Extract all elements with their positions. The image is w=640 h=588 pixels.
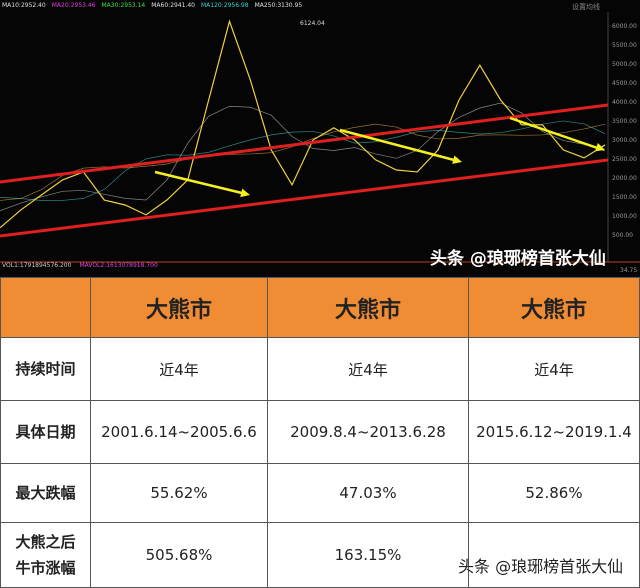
y-tick-label: 500.00 (612, 232, 633, 239)
table-row: 大熊之后 牛市涨幅 505.68% 163.15% (0, 522, 640, 588)
ma-settings-button[interactable]: 设置均线 (572, 3, 600, 11)
table-row: 最大跌幅 55.62% 47.03% 52.86% (0, 463, 640, 523)
ma-item: MA10:2952.40 (2, 2, 46, 9)
table-cell: 55.62% (90, 463, 268, 523)
row-label: 大熊之后 牛市涨幅 (0, 522, 91, 588)
table-cell: 163.15% (267, 522, 469, 588)
table-cell: 近4年 (90, 337, 268, 401)
y-tick-label: 6000.00 (612, 23, 637, 30)
mavol-label: MAVOL2:1613078918.700 (79, 262, 158, 269)
ma-legend: MA10:2952.40 MA20:2953.46 MA30:2953.14 MA60… (2, 2, 308, 9)
table-cell: 2009.8.4~2013.6.28 (267, 400, 469, 464)
y-tick-label: 3500.00 (612, 118, 637, 125)
header-cell: 大熊市 (90, 277, 268, 338)
table-row: 持续时间 近4年 近4年 近4年 (0, 337, 640, 401)
arrow-head-icon (595, 143, 605, 152)
trend-arrow (339, 128, 457, 162)
trend-arrow (509, 116, 600, 150)
table-cell (468, 522, 640, 588)
ma-item: MA20:2953.46 (51, 2, 96, 9)
table-cell: 2001.6.14~2005.6.6 (90, 400, 268, 464)
bear-market-table: 大熊市 大熊市 大熊市 持续时间 近4年 近4年 近4年 具体日期 2001.6.14~2… (0, 277, 640, 588)
y-tick-label: 5500.00 (612, 42, 637, 49)
ma-item: MA250:3130.95 (254, 2, 303, 9)
row-label: 最大跌幅 (0, 463, 91, 523)
ma-item: MA60:2941.40 (151, 2, 195, 9)
table-cell: 47.03% (267, 463, 469, 523)
y-tick-label: 1500.00 (612, 194, 637, 201)
ma-item: MA30:2953.14 (101, 2, 146, 9)
watermark-bottom: 头条 @琅琊榜首张大仙 (458, 557, 624, 576)
ma-line (0, 120, 606, 201)
y-tick-label: 2500.00 (612, 156, 637, 163)
arrow-head-icon (452, 155, 462, 164)
vol-label: VOL1:1791894576.200 (2, 262, 72, 269)
ma-item: MA120:2956.98 (201, 2, 249, 9)
y-tick-label: 5000.00 (612, 61, 637, 68)
y-tick-label: 4500.00 (612, 80, 637, 87)
y-tick-label: 3000.00 (612, 137, 637, 144)
stock-chart: MA10:2952.40 MA20:2953.46 MA30:2953.14 MA60… (0, 0, 640, 277)
table-cell: 2015.6.12~2019.1.4 (468, 400, 640, 464)
header-cell (0, 277, 91, 338)
peak-label: 6124.04 (300, 20, 325, 27)
upper-channel-line (0, 103, 609, 184)
y-tick-label: 2000.00 (612, 175, 637, 182)
lower-channel-line (0, 158, 609, 238)
header-cell: 大熊市 (267, 277, 469, 338)
row-label: 持续时间 (0, 337, 91, 401)
corner-label: 34.75 (620, 267, 637, 274)
price-line (0, 19, 606, 229)
table-cell: 近4年 (468, 337, 640, 401)
table-row: 具体日期 2001.6.14~2005.6.6 2009.8.4~2013.6.28… (0, 400, 640, 464)
table-header: 大熊市 大熊市 大熊市 (0, 277, 640, 338)
y-tick-label: 1000.00 (612, 213, 637, 220)
y-tick-label: 4000.00 (612, 99, 637, 106)
table-cell: 近4年 (267, 337, 469, 401)
header-cell: 大熊市 (468, 277, 640, 338)
table-cell: 505.68% (90, 522, 268, 588)
arrow-head-icon (240, 188, 250, 198)
table-cell: 52.86% (468, 463, 640, 523)
volume-legend: VOL1:1791894576.200 MAVOL2:1613078918.700 (2, 262, 166, 269)
watermark: 头条 @琅琊榜首张大仙 (430, 249, 606, 269)
row-label: 具体日期 (0, 400, 91, 464)
trend-arrow (154, 170, 245, 195)
price-plot: 6000.00 5500.00 5000.00 4500.00 4000.00 3500.… (0, 12, 640, 274)
